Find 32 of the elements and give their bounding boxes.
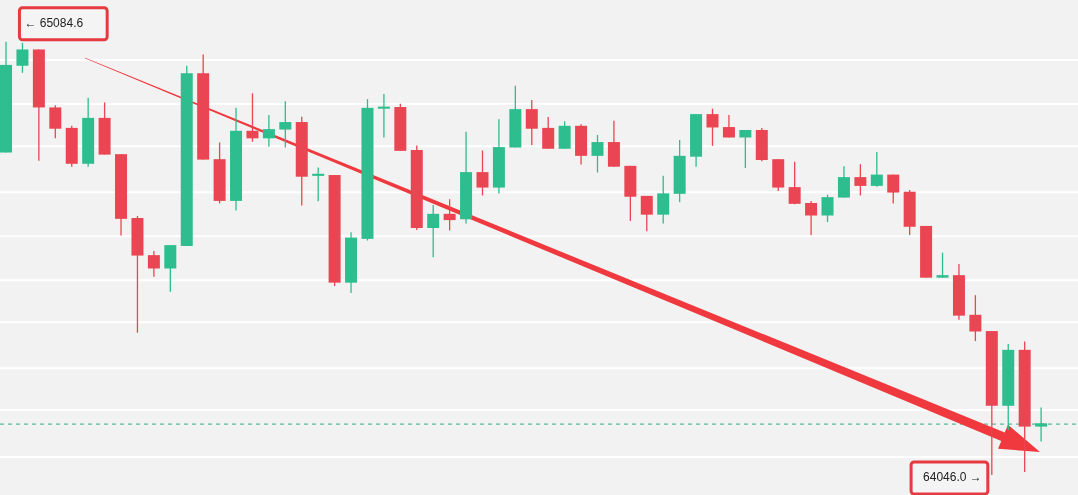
candlestick [49,104,62,139]
candlestick [788,161,801,205]
candlestick [657,175,670,225]
candlestick [246,92,259,143]
candlestick [870,151,883,188]
candlestick [837,165,850,199]
candlestick [887,173,900,205]
candlestick [640,195,653,233]
candlestick [558,120,571,150]
candlestick [262,114,275,148]
candlestick [1035,406,1048,443]
candlestick [739,129,752,169]
candlestick [936,251,949,279]
candlestick [476,149,489,197]
candlestick [542,116,555,150]
candlestick [443,198,456,232]
candlestick [805,200,818,236]
candlestick [591,134,604,174]
text: ← 65084.6 [24,15,84,30]
candlestick [854,163,867,197]
candlestick [427,204,440,258]
candlestick [147,250,160,278]
candlestick [821,193,834,223]
candlestick [377,93,390,139]
candlestick [969,294,982,342]
candlestick [525,99,538,146]
candlestick [16,42,29,74]
candlestick [706,108,719,147]
annotation: 64046.0 → [923,470,982,485]
candlestick [312,166,325,202]
candlestick [279,100,292,149]
candlestick [164,244,177,293]
